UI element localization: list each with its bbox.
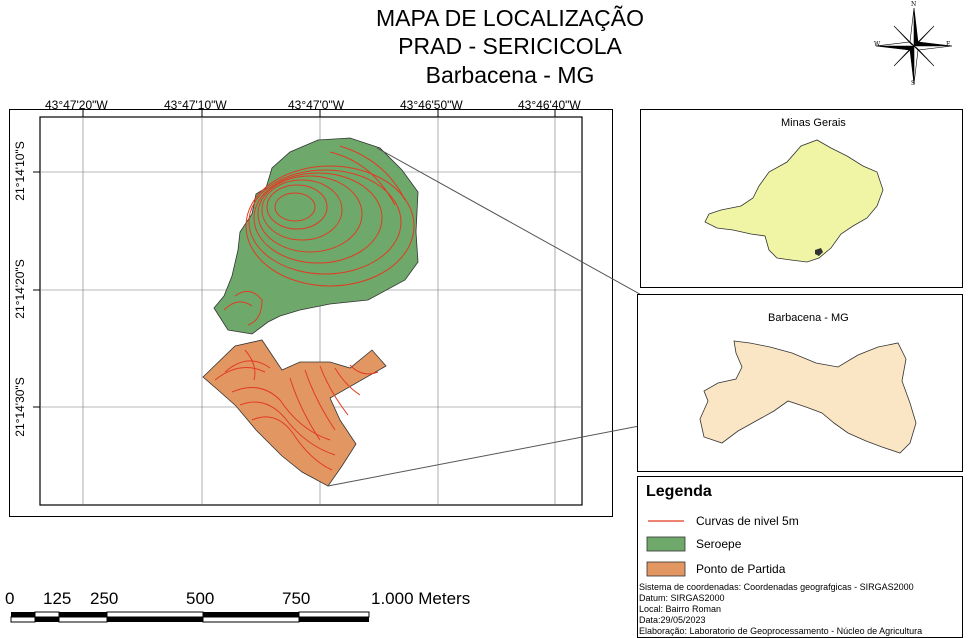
y-label-1: 21°14'20"S <box>13 259 27 319</box>
scale-label-1000: 1.000 Meters <box>371 589 471 608</box>
inset-barbacena: Barbacena - MG <box>637 294 963 472</box>
meta-datum: Datum: SIRGAS2000 <box>639 593 725 603</box>
compass-s: S <box>911 80 916 87</box>
legend-label-partida: Ponto de Partida <box>696 562 786 576</box>
scale-label-125: 125 <box>43 589 72 608</box>
map-title-line3: Barbacena - MG <box>425 62 595 88</box>
compass-rose-icon <box>875 7 953 85</box>
x-label-2: 43°47'0"W <box>288 98 345 112</box>
north-arrow: N S E W <box>872 1 956 88</box>
meta-date: Data:29/05/2023 <box>639 615 706 625</box>
legend-label-seroepe: Seroepe <box>696 537 742 551</box>
meta-crs: Sistema de coordenadas: Coordenadas geog… <box>639 582 914 592</box>
x-label-0: 43°47'20"W <box>45 98 108 112</box>
compass-w: W <box>874 41 881 48</box>
legend-item-partida: Ponto de Partida <box>646 561 946 579</box>
map-neatline <box>39 116 583 506</box>
scale-label-250: 250 <box>90 589 119 608</box>
x-label-1: 43°47'10"W <box>164 98 227 112</box>
legend-label-contour: Curvas de nivel 5m <box>696 514 799 528</box>
map-title-line1: MAPA DE LOCALIZAÇÃO <box>376 5 644 31</box>
compass-e: E <box>946 41 951 48</box>
map-title-line2: PRAD - SERICICOLA <box>398 33 622 59</box>
legend: Legenda Curvas de nivel 5m Seroepe Ponto… <box>637 476 963 638</box>
inset-minas-gerais-title: Minas Gerais <box>781 117 846 129</box>
y-label-0: 21°14'10"S <box>13 141 27 201</box>
x-label-4: 43°46'40"W <box>518 98 581 112</box>
inset-barbacena-title: Barbacena - MG <box>768 312 849 324</box>
scale-bar <box>10 611 370 623</box>
meta-local: Local: Bairro Roman <box>639 604 722 614</box>
partida-contours <box>214 349 379 471</box>
seroepe-contours <box>223 145 415 326</box>
contour-line-symbol <box>648 520 684 522</box>
seroepe-area <box>213 137 419 335</box>
scale-label-500: 500 <box>186 589 215 608</box>
legend-title: Legenda <box>646 483 712 500</box>
meta-author: Elaboração: Laboratorio de Geoprocessame… <box>639 626 923 636</box>
scale-label-0: 0 <box>5 589 15 608</box>
inset-minas-gerais: Minas Gerais <box>640 109 963 288</box>
compass-n: N <box>911 1 917 8</box>
y-label-2: 21°14'30"S <box>13 377 27 437</box>
legend-item-seroepe: Seroepe <box>646 536 946 554</box>
ponto-de-partida-area <box>202 339 387 487</box>
scale-label-750: 750 <box>282 589 311 608</box>
minas-gerais-shape <box>704 139 884 263</box>
partida-swatch <box>646 561 686 577</box>
barbacena-shape <box>699 340 917 454</box>
seroepe-swatch <box>646 536 686 552</box>
x-label-3: 43°46'50"W <box>400 98 463 112</box>
legend-item-contour: Curvas de nivel 5m <box>646 514 946 530</box>
